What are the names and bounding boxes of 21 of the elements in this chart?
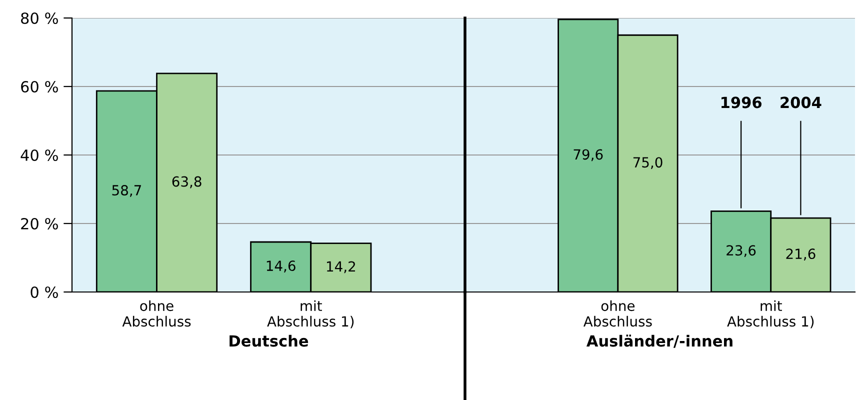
data-label: 21,6 [786, 248, 816, 260]
x-tick-label: ohne Abschluss [122, 300, 191, 327]
data-label: 63,8 [172, 176, 202, 188]
data-label: 23,6 [726, 245, 756, 258]
y-tick-label: 80 % [21, 12, 58, 24]
x-tick-label: ohne Abschluss [583, 300, 652, 327]
y-tick-label: 40 % [20, 149, 58, 162]
x-tick-label: mit Abschluss 1) [727, 300, 814, 328]
data-label: 14,6 [266, 260, 296, 272]
text: 2004 [780, 96, 822, 108]
y-tick-label: 20 % [21, 218, 58, 230]
x-tick-label: mit Abschluss 1) [267, 300, 354, 328]
data-label: 75,0 [633, 157, 662, 170]
data-label: 14,2 [327, 261, 356, 274]
x-axis-title: Ausländer/-innen [586, 334, 732, 348]
data-label: 79,6 [574, 149, 603, 162]
y-tick-label: 60 % [21, 80, 58, 93]
x-axis-title: Deutsche [230, 334, 308, 347]
y-tick-label: 0 % [30, 286, 58, 298]
data-label: 58,7 [112, 185, 141, 197]
text: 1996 [722, 96, 762, 108]
